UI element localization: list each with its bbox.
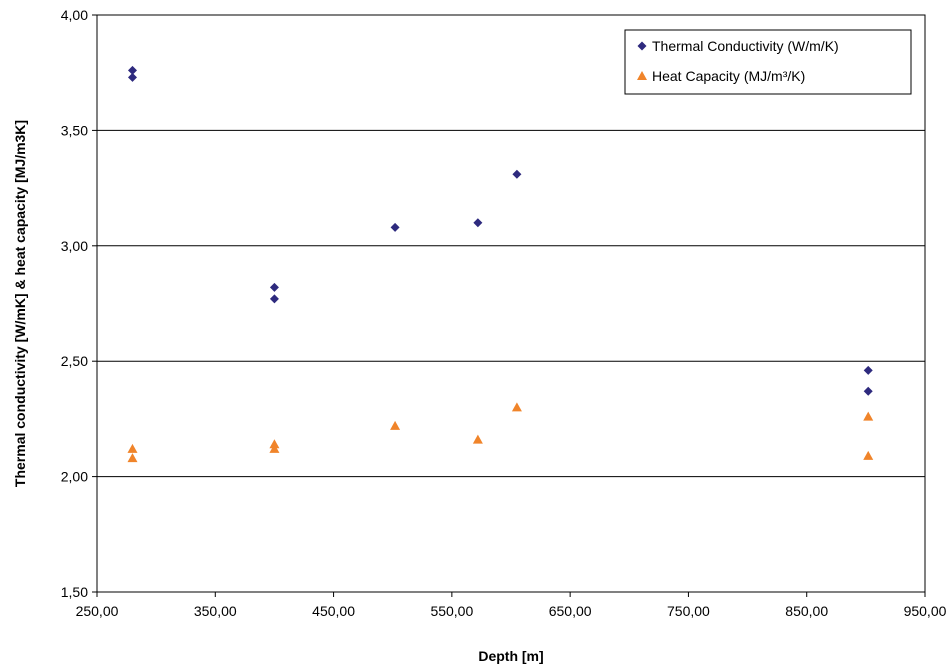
heat-capacity-point [269,443,280,453]
heat-capacity-point [472,434,483,444]
grid-lines [97,129,925,478]
thermal-conductivity-point [863,365,873,375]
thermal-conductivity-point [863,386,873,396]
x-tick-label: 950,00 [904,603,947,619]
heat-capacity-point [511,402,522,412]
heat-capacity-point [390,420,401,430]
y-tick-label: 2,00 [61,469,88,485]
thermal-conductivity-point [473,218,483,228]
heat-capacity-point [269,439,280,449]
x-tick-label: 250,00 [76,603,119,619]
x-tick-label: 750,00 [667,603,710,619]
legend-marker [637,71,647,80]
legend-entry-label: Thermal Conductivity (W/m/K) [652,38,839,54]
thermal-conductivity-point [390,222,400,232]
y-tick-label: 1,50 [61,584,88,600]
y-tick-label: 3,00 [61,238,88,254]
x-tick-label: 850,00 [785,603,828,619]
x-tick-label: 350,00 [194,603,237,619]
x-tick-label: 450,00 [312,603,355,619]
legend-marker [637,41,647,51]
x-axis-title: Depth [m] [478,648,543,664]
y-axis-title: Thermal conductivity [W/mK] & heat capac… [12,120,28,487]
thermal-conductivity-point [512,169,522,179]
y-tick-label: 3,50 [61,122,88,138]
thermal-conductivity-point [269,294,279,304]
thermal-conductivity-point [269,282,279,292]
y-tick-label: 2,50 [61,353,88,369]
heat-capacity-point [127,443,138,453]
heat-capacity-point [127,453,138,463]
x-axis: 250,00 350,00 450,00 550,00 650,00 750,00 850,… [76,592,947,619]
plot-area [96,14,926,593]
y-tick-label: 4,00 [61,7,88,23]
heat-capacity-point [863,411,874,421]
x-tick-label: 550,00 [430,603,473,619]
thermal-conductivity-point [127,72,137,82]
legend-box [624,29,912,95]
x-tick-label: 650,00 [549,603,592,619]
thermal-conductivity-point [127,65,137,75]
data-points [127,65,874,463]
y-axis: 1,50 2,00 2,50 3,00 3,50 4,00 [61,7,97,600]
legend: Thermal Conductivity (W/m/K) Heat Capacit… [624,29,912,95]
legend-entry-label: Heat Capacity (MJ/m³/K) [652,68,805,84]
heat-capacity-point [863,450,874,460]
